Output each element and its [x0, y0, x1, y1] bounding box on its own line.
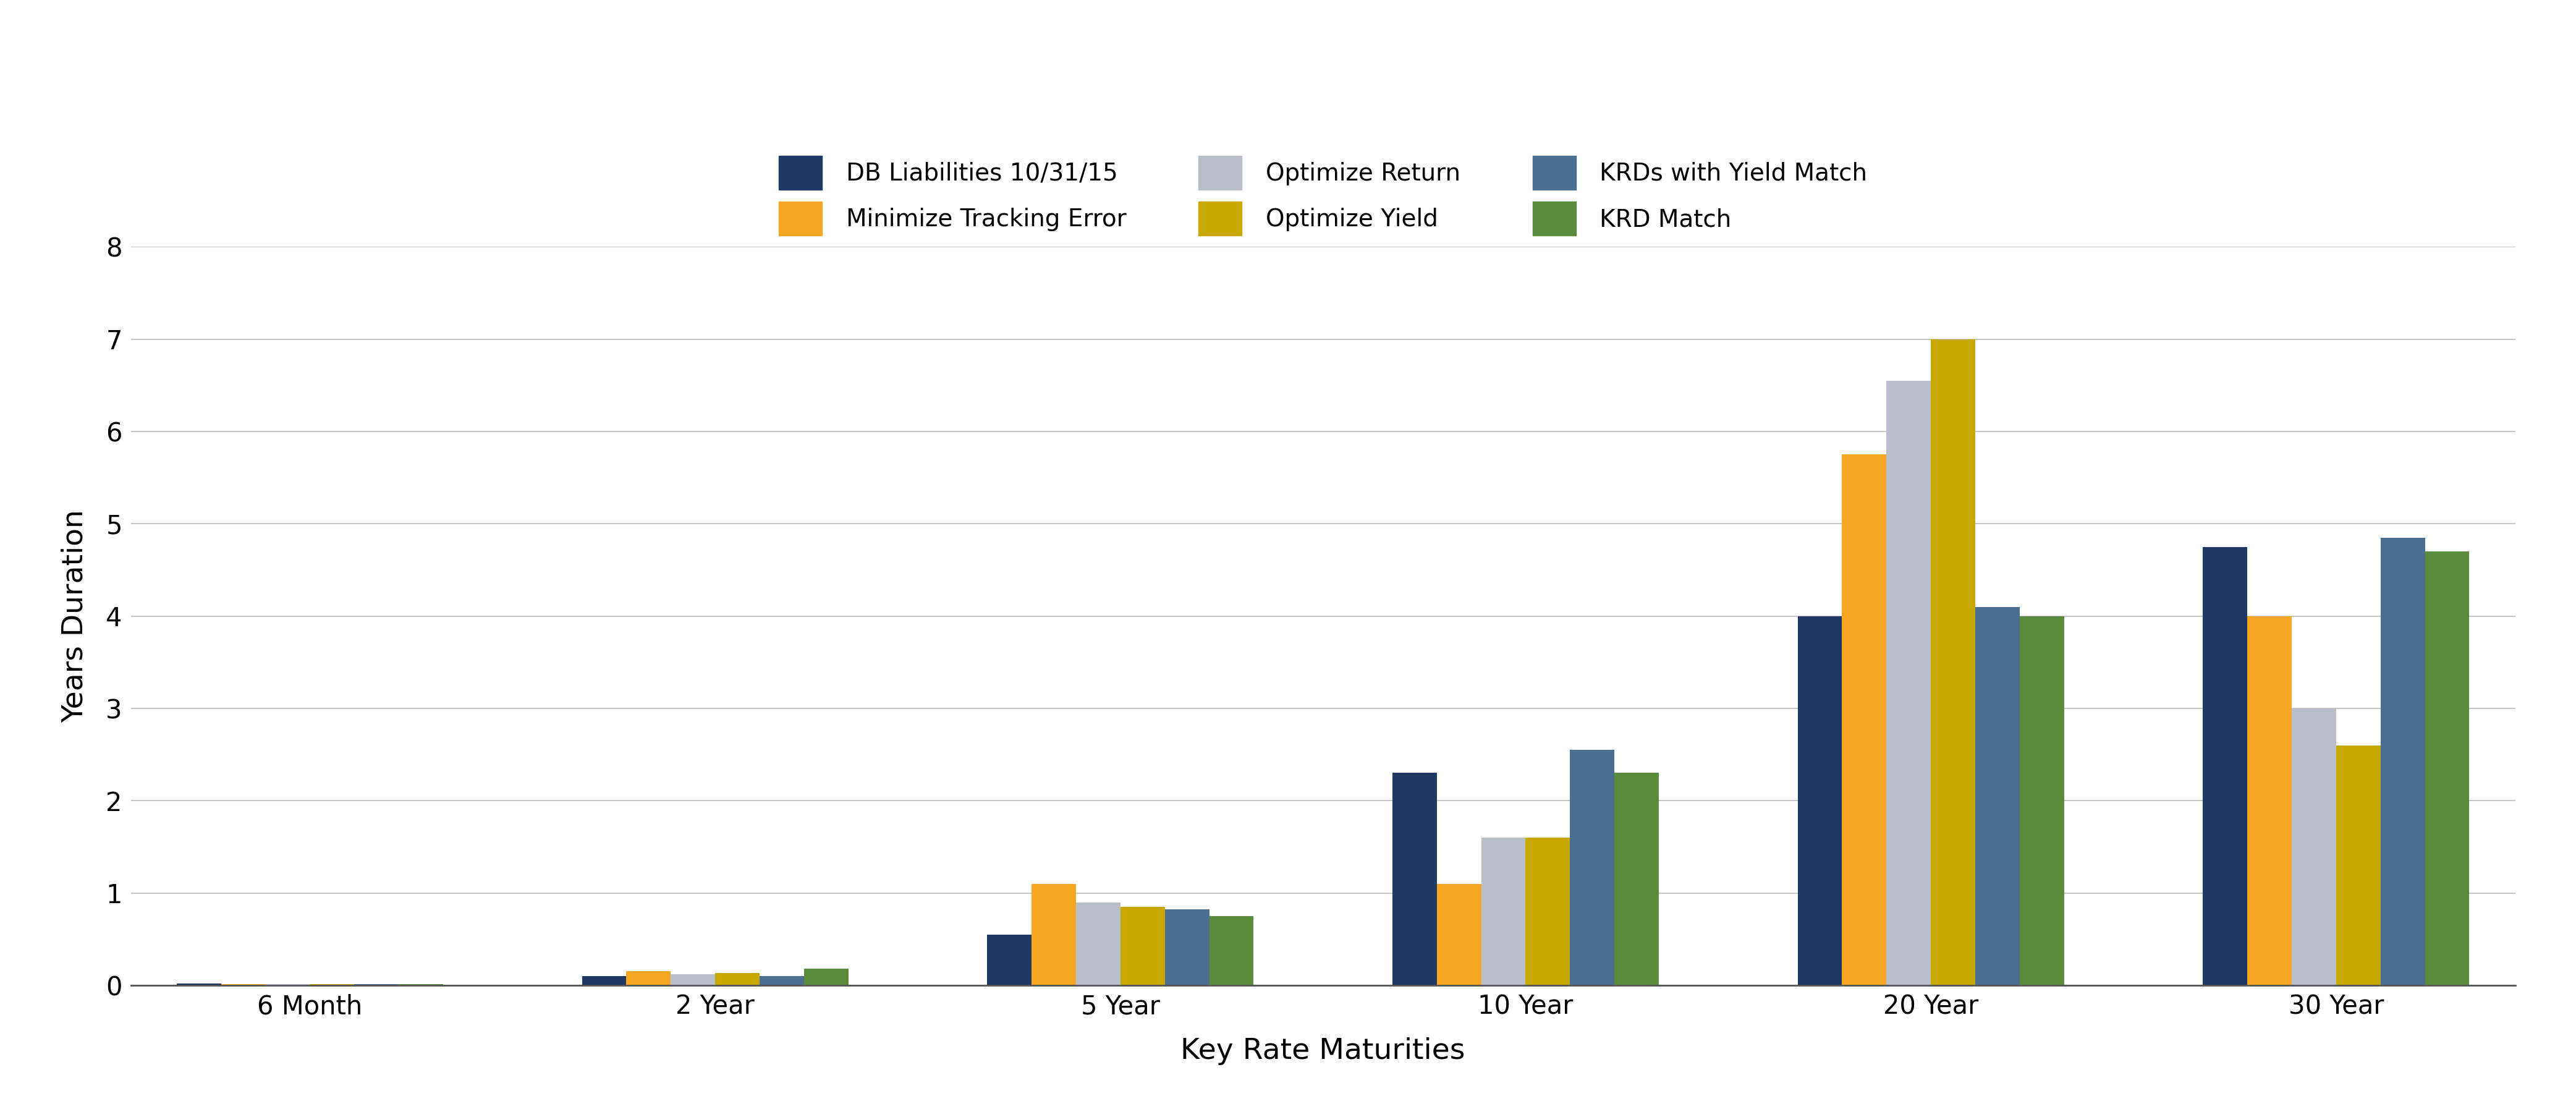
Bar — [2293, 708, 2336, 985]
Bar — [987, 935, 1030, 985]
Bar — [1886, 380, 1932, 985]
Bar — [2336, 745, 2380, 985]
Bar — [1164, 910, 1208, 985]
Bar — [2020, 616, 2063, 985]
Legend: DB Liabilities 10/31/15, Minimize Tracking Error, Optimize Return, Optimize Yiel: DB Liabilities 10/31/15, Minimize Tracki… — [778, 156, 1868, 236]
Bar — [1208, 916, 1255, 985]
Bar — [1525, 837, 1569, 985]
Bar — [626, 971, 670, 985]
Bar — [2246, 616, 2293, 985]
Bar — [760, 977, 804, 985]
Bar — [1932, 340, 1976, 985]
Bar — [1437, 883, 1481, 985]
Bar — [1842, 455, 1886, 985]
Bar — [2424, 551, 2470, 985]
Bar — [1615, 773, 1659, 985]
Bar — [178, 983, 222, 985]
Bar — [804, 969, 848, 985]
Bar — [1481, 837, 1525, 985]
X-axis label: Key Rate Maturities: Key Rate Maturities — [1180, 1037, 1466, 1065]
Bar — [1077, 902, 1121, 985]
Bar — [2380, 538, 2424, 985]
Bar — [1976, 607, 2020, 985]
Bar — [1394, 773, 1437, 985]
Bar — [2202, 547, 2246, 985]
Bar — [1798, 616, 1842, 985]
Y-axis label: Years Duration: Years Duration — [62, 510, 88, 722]
Bar — [1569, 750, 1615, 985]
Bar — [670, 974, 716, 985]
Bar — [1030, 883, 1077, 985]
Bar — [1121, 906, 1164, 985]
Bar — [716, 973, 760, 985]
Bar — [582, 977, 626, 985]
